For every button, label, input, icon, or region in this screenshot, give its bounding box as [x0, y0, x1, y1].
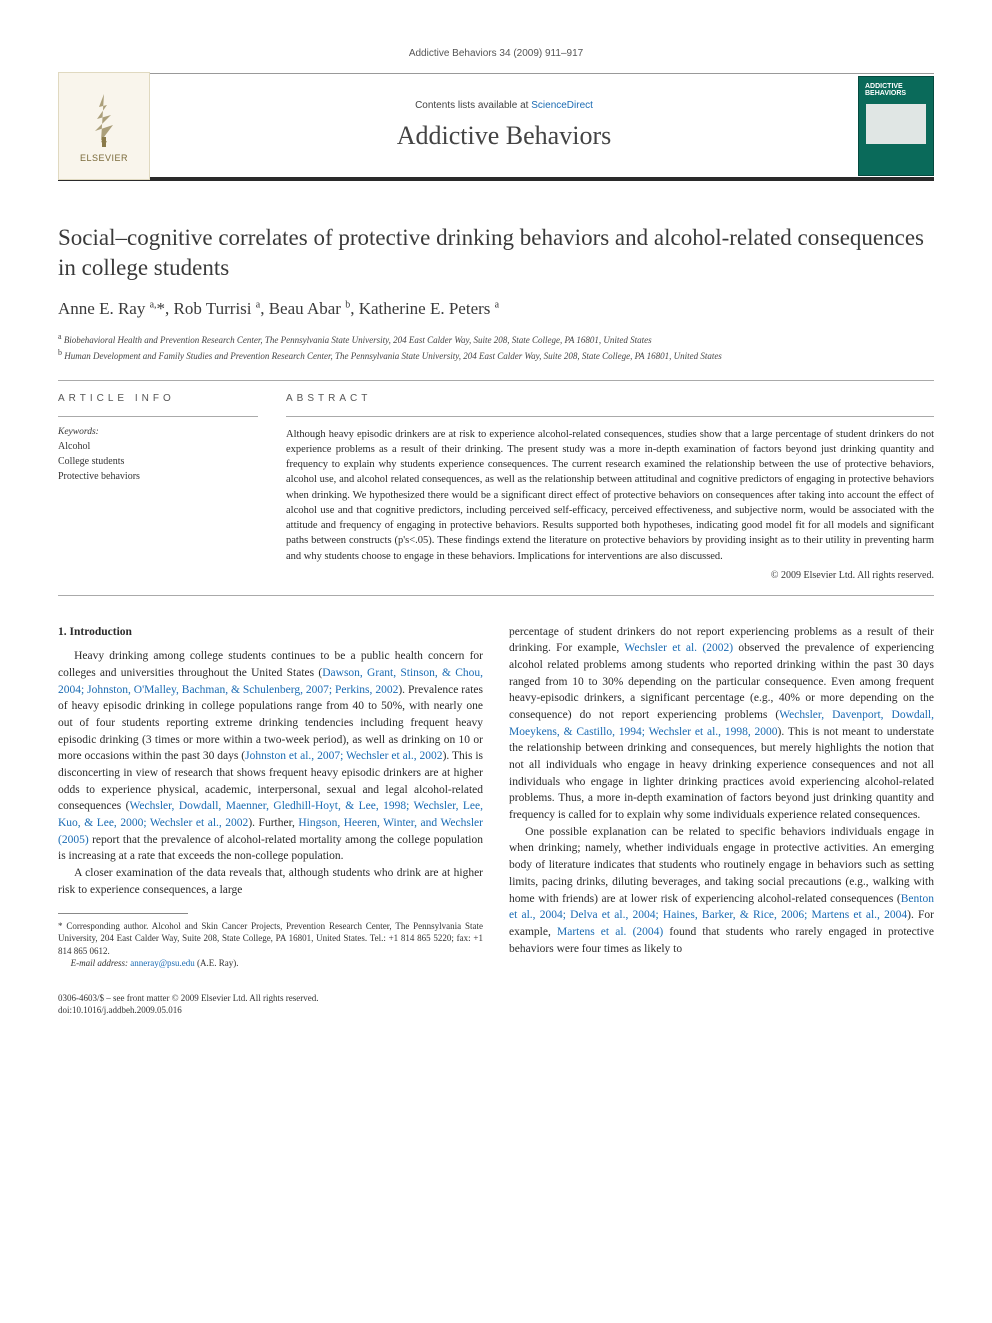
abstract-divider	[286, 416, 934, 417]
article-title: Social–cognitive correlates of protectiv…	[58, 223, 934, 283]
sciencedirect-link[interactable]: ScienceDirect	[531, 100, 593, 111]
page-footer: 0306-4603/$ – see front matter © 2009 El…	[58, 992, 934, 1017]
cover-title-text: ADDICTIVE BEHAVIORS	[865, 83, 927, 98]
citation-link[interactable]: Johnston et al., 2007; Wechsler et al., …	[245, 750, 442, 762]
email-label: E-mail address:	[71, 958, 128, 968]
email-attribution: (A.E. Ray).	[195, 958, 239, 968]
abstract-text: Although heavy episodic drinkers are at …	[286, 427, 934, 564]
body-paragraph: percentage of student drinkers do not re…	[509, 624, 934, 824]
publisher-name: ELSEVIER	[80, 153, 128, 163]
citation-link[interactable]: Wechsler et al. (2002)	[624, 642, 733, 654]
footnote-rule	[58, 913, 188, 914]
corresponding-author-note: * Corresponding author. Alcohol and Skin…	[58, 920, 483, 958]
footnotes: * Corresponding author. Alcohol and Skin…	[58, 920, 483, 970]
abstract-label: ABSTRACT	[286, 393, 934, 404]
section-divider	[58, 380, 934, 381]
footer-left: 0306-4603/$ – see front matter © 2009 El…	[58, 992, 319, 1017]
corresponding-email-link[interactable]: anneray@psu.edu	[130, 958, 195, 968]
body-paragraph: Heavy drinking among college students co…	[58, 648, 483, 865]
publisher-logo-box: ELSEVIER	[58, 72, 150, 180]
contents-available-line: Contents lists available at ScienceDirec…	[415, 100, 593, 111]
journal-cover-thumb: ADDICTIVE BEHAVIORS	[858, 76, 934, 176]
body-paragraph: One possible explanation can be related …	[509, 824, 934, 957]
abstract-copyright: © 2009 Elsevier Ltd. All rights reserved…	[286, 570, 934, 581]
citation-link[interactable]: Martens et al. (2004)	[557, 926, 663, 938]
journal-masthead: ELSEVIER Contents lists available at Sci…	[58, 73, 934, 181]
affiliation-b: Human Development and Family Studies and…	[64, 351, 722, 361]
author-list: Anne E. Ray a,*, Rob Turrisi a, Beau Aba…	[58, 299, 934, 319]
keywords-heading: Keywords:	[58, 427, 258, 437]
article-info-label: ARTICLE INFO	[58, 393, 258, 404]
body-paragraph: A closer examination of the data reveals…	[58, 865, 483, 898]
info-divider	[58, 416, 258, 417]
article-body: 1. Introduction Heavy drinking among col…	[58, 624, 934, 970]
keywords-list: AlcoholCollege studentsProtective behavi…	[58, 439, 258, 484]
journal-name: Addictive Behaviors	[397, 121, 611, 151]
elsevier-tree-icon	[79, 89, 129, 149]
section-heading-intro: 1. Introduction	[58, 624, 483, 641]
cover-image-placeholder	[866, 104, 926, 144]
article-info-column: ARTICLE INFO Keywords: AlcoholCollege st…	[58, 393, 258, 581]
section-divider-bottom	[58, 595, 934, 596]
affiliations: a Biobehavioral Health and Prevention Re…	[58, 331, 934, 364]
contents-prefix: Contents lists available at	[415, 100, 531, 111]
issn-copyright: 0306-4603/$ – see front matter © 2009 El…	[58, 993, 319, 1003]
running-head: Addictive Behaviors 34 (2009) 911–917	[58, 48, 934, 59]
doi: doi:10.1016/j.addbeh.2009.05.016	[58, 1005, 182, 1015]
affiliation-a: Biobehavioral Health and Prevention Rese…	[64, 335, 652, 345]
abstract-column: ABSTRACT Although heavy episodic drinker…	[286, 393, 934, 581]
